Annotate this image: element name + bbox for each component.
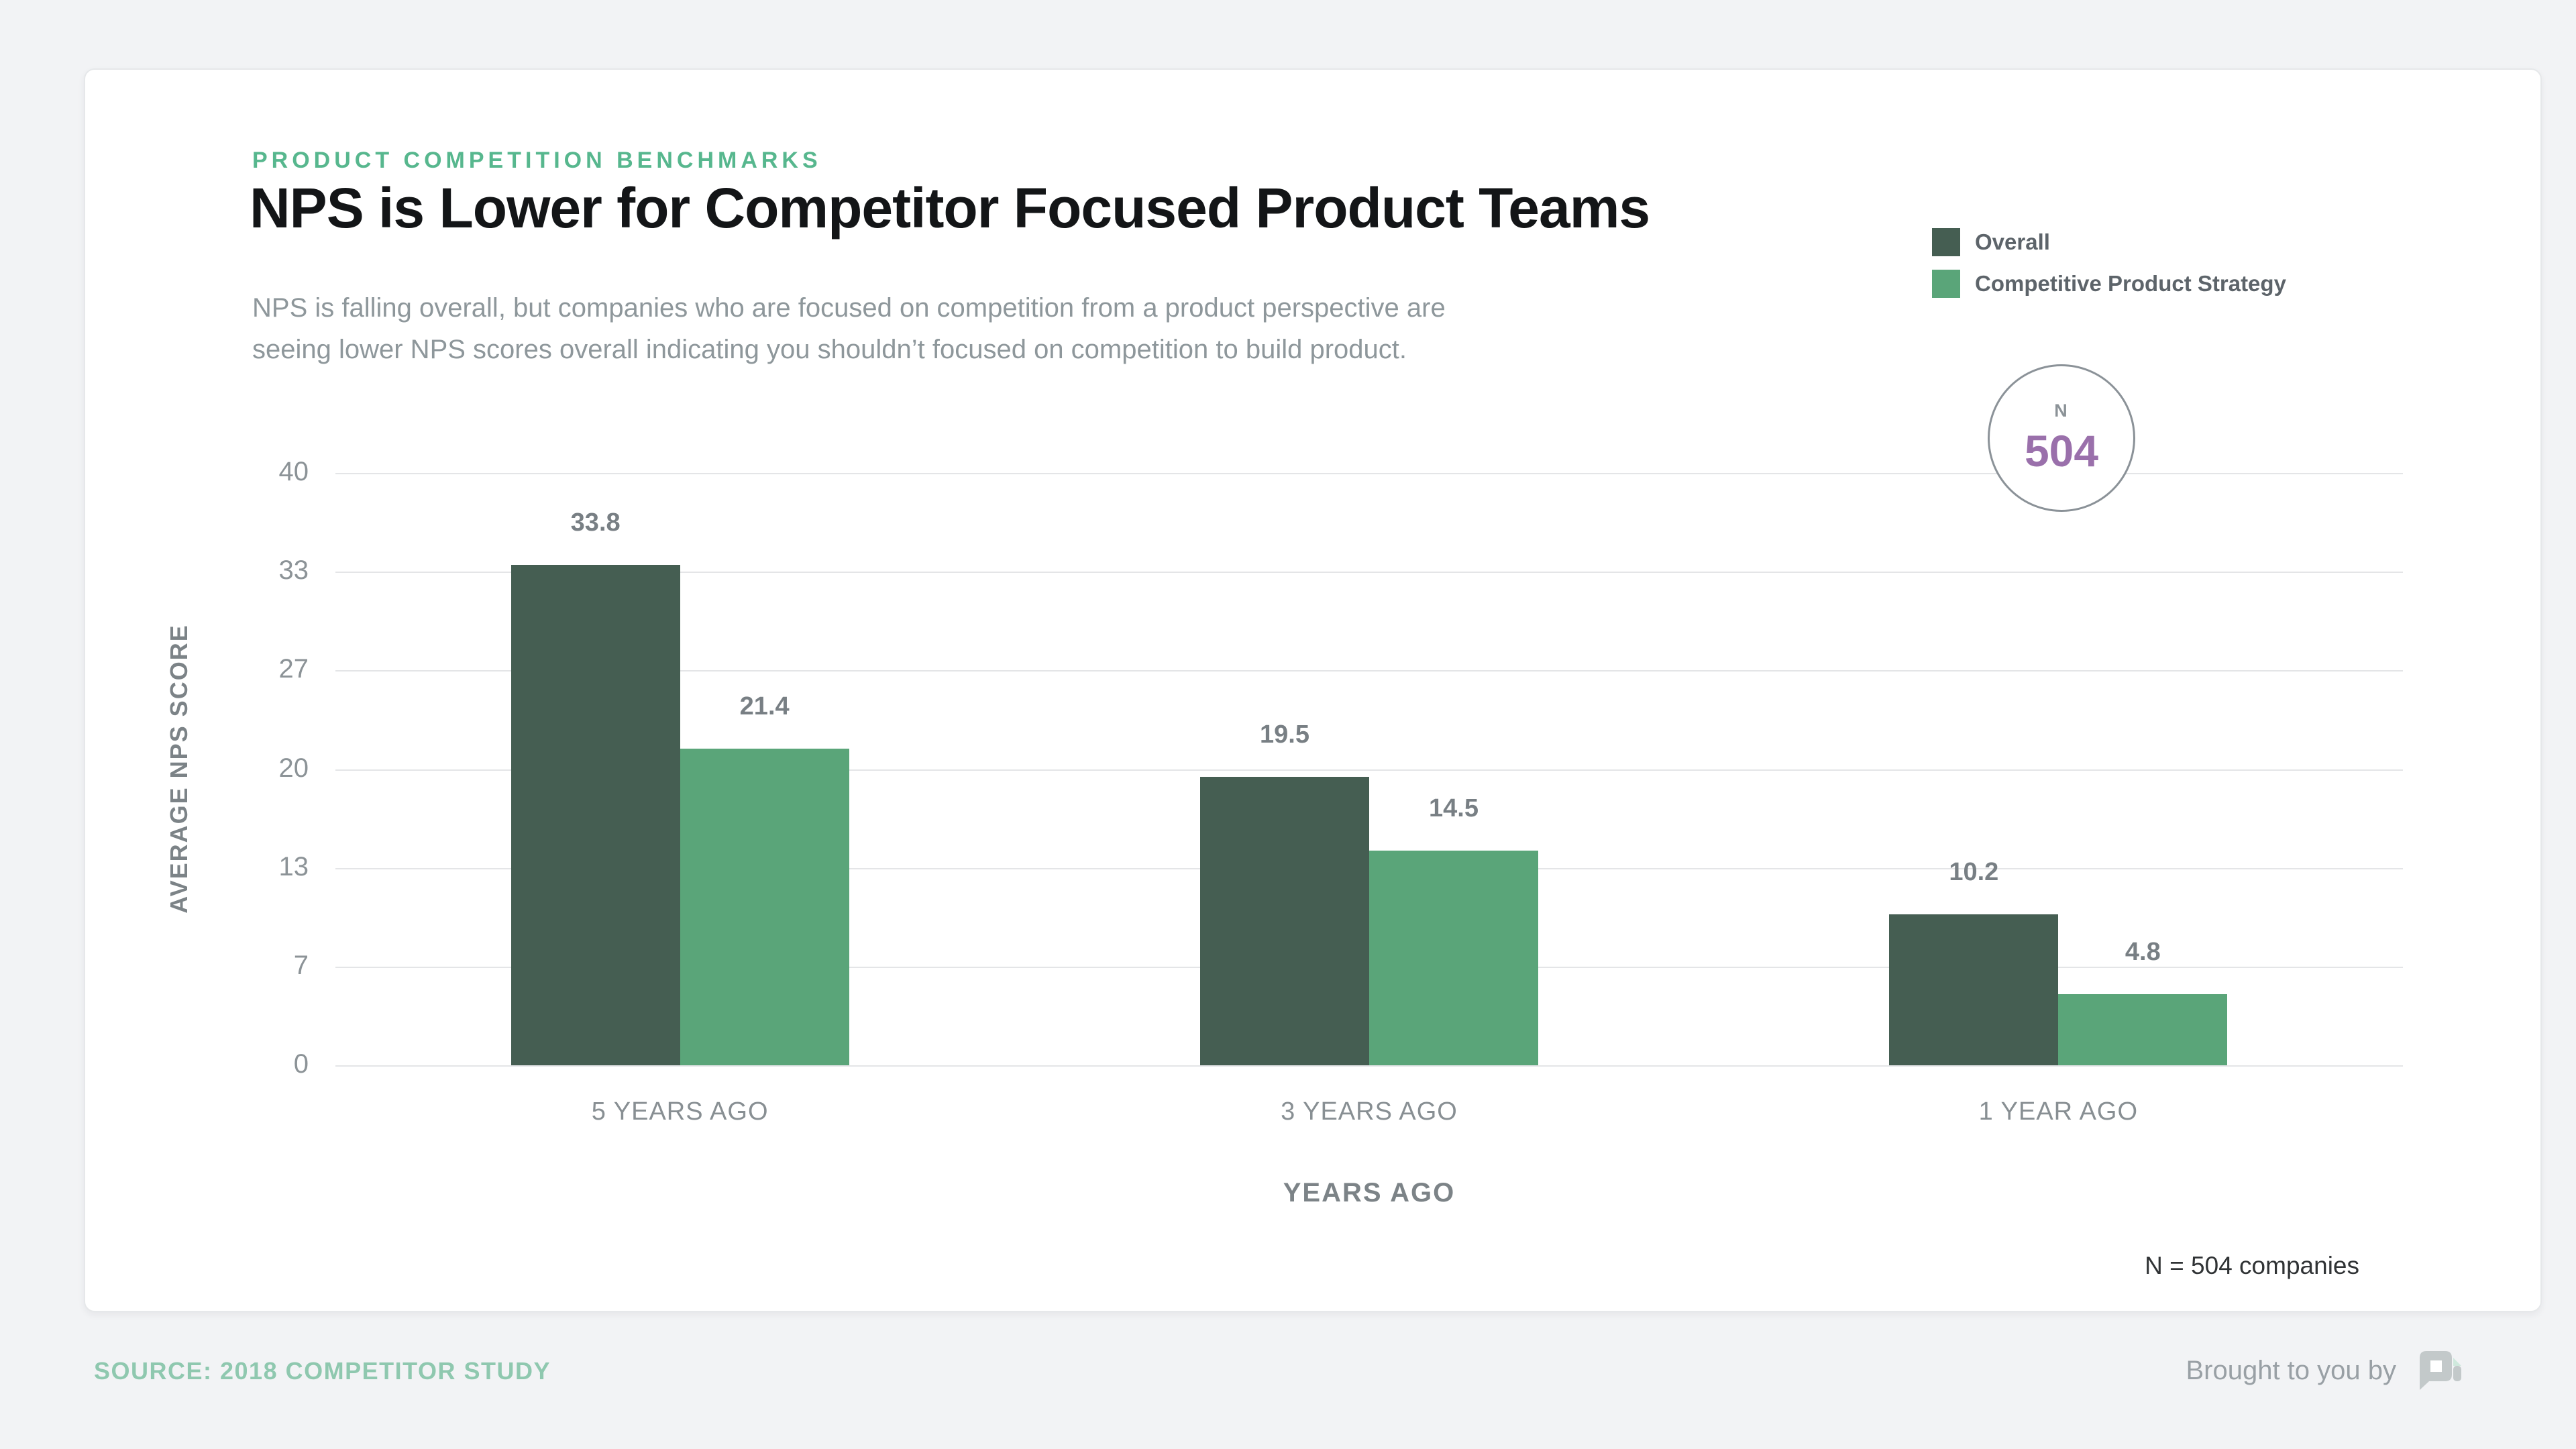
x-axis-title: YEARS AGO <box>1283 1178 1456 1208</box>
y-axis-title: AVERAGE NPS SCORE <box>165 624 193 914</box>
sample-size-letter: N <box>2054 400 2069 421</box>
bar-overall-5-years-ago <box>511 564 680 1065</box>
value-label-overall-5-years-ago: 33.8 <box>570 508 621 537</box>
subtitle: NPS is falling overall, but companies wh… <box>252 293 1446 364</box>
y-tick-label-7: 7 <box>293 950 309 980</box>
y-tick-label-0: 0 <box>293 1049 309 1079</box>
sample-size-value: 504 <box>2024 425 2099 476</box>
value-label-overall-1-year-ago: 10.2 <box>1949 857 1999 886</box>
y-tick-label-20: 20 <box>278 753 309 783</box>
y-tick-label-33: 33 <box>278 555 309 586</box>
footnote-sample-size: N = 504 companies <box>2145 1252 2359 1279</box>
gridline-20 <box>335 769 2403 771</box>
y-tick-label-40: 40 <box>278 457 309 486</box>
legend-item-competitive: Competitive Product Strategy <box>1932 270 2286 298</box>
plot-area: 40 33 27 20 13 7 0 33.8 21.4 5 YEARS AGO 19.5 14.5 3… <box>279 457 2403 1126</box>
brought-to-you-by-label: Brought to you by <box>2186 1356 2396 1385</box>
y-tick-label-27: 27 <box>278 654 309 684</box>
bar-overall-3-years-ago <box>1200 776 1369 1065</box>
gridline-0 <box>335 1065 2403 1067</box>
gridline-40 <box>335 473 2403 474</box>
chart-card: PRODUCT COMPETITION BENCHMARKS NPS is Lo… <box>84 68 2542 1312</box>
productplan-logo <box>2420 1350 2461 1390</box>
x-category-label-3-years-ago: 3 YEARS AGO <box>1281 1097 1458 1126</box>
bar-competitive-product-strategy-5-years-ago <box>680 748 849 1065</box>
page-title: NPS is Lower for Competitor Focused Prod… <box>250 176 1650 239</box>
source-note: SOURCE: 2018 COMPETITOR STUDY <box>94 1356 551 1385</box>
x-category-label-1-year-ago: 1 YEAR AGO <box>1978 1097 2139 1126</box>
footer-bar: SOURCE: 2018 COMPETITOR STUDY Brought to… <box>94 1339 2463 1403</box>
x-category-label-5-years-ago: 5 YEARS AGO <box>591 1097 769 1126</box>
bar-competitive-product-strategy-1-year-ago <box>2058 994 2228 1065</box>
value-label-competitive-product-strategy-3-years-ago: 14.5 <box>1429 794 1479 822</box>
value-label-competitive-product-strategy-1-year-ago: 4.8 <box>2125 938 2161 967</box>
value-label-competitive-product-strategy-5-years-ago: 21.4 <box>739 692 790 720</box>
legend-label-overall: Overall <box>1975 229 2050 254</box>
bar-competitive-product-strategy-3-years-ago <box>1369 850 1538 1065</box>
legend-swatch-overall <box>1932 228 1960 256</box>
y-tick-label-13: 13 <box>278 851 309 881</box>
bar-overall-1-year-ago <box>1889 914 2059 1065</box>
eyebrow-label: PRODUCT COMPETITION BENCHMARKS <box>252 148 822 173</box>
legend: Overall Competitive Product Strategy <box>1932 228 2286 311</box>
sample-size-badge: N 504 <box>1988 364 2135 512</box>
gridline-33 <box>335 572 2403 574</box>
value-label-overall-3-years-ago: 19.5 <box>1260 720 1309 749</box>
brought-to-you-by: Brought to you by <box>2186 1349 2463 1393</box>
legend-swatch-competitive <box>1932 270 1960 298</box>
legend-item-overall: Overall <box>1932 228 2286 256</box>
gridline-27 <box>335 670 2403 672</box>
legend-label-competitive: Competitive Product Strategy <box>1975 271 2286 296</box>
